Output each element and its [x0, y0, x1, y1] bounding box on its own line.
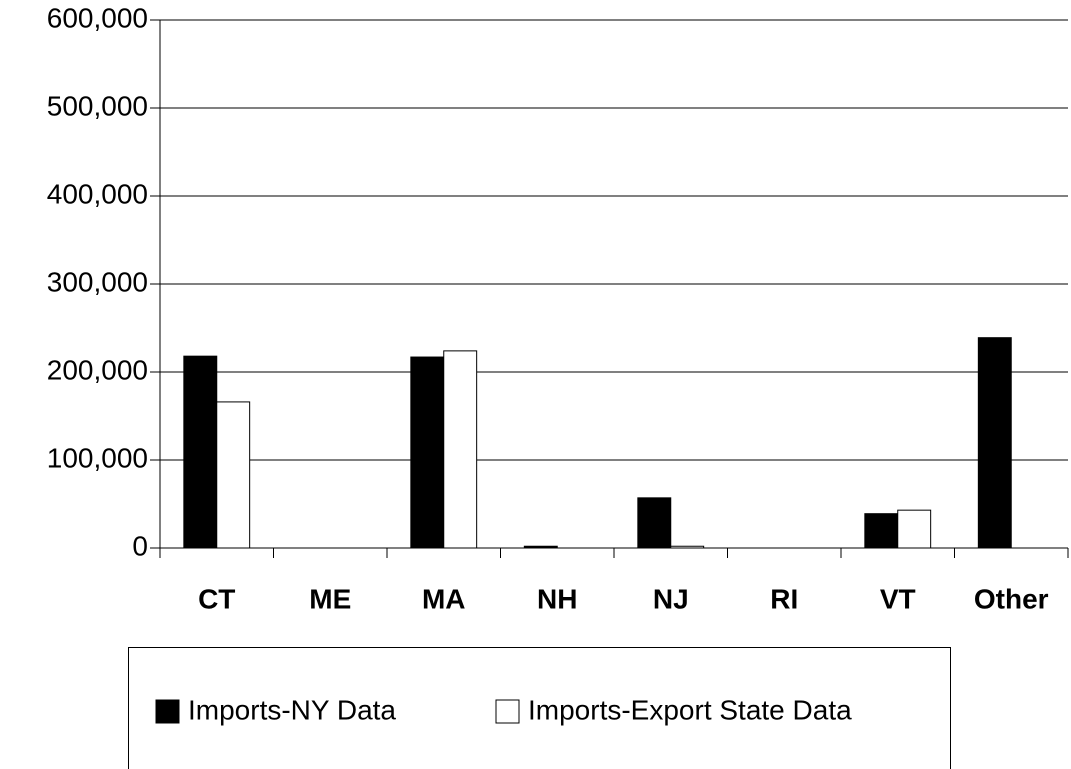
bar: [977, 337, 1012, 549]
x-tick-label: MA: [422, 583, 466, 614]
bar: [443, 350, 478, 549]
x-tick-label: CT: [198, 583, 235, 614]
bar: [670, 545, 705, 549]
bar: [897, 509, 932, 549]
bar: [216, 401, 251, 549]
y-tick-label: 300,000: [47, 266, 148, 297]
x-tick-label: VT: [880, 583, 916, 614]
bar: [864, 513, 899, 549]
x-tick-label: Other: [974, 583, 1049, 614]
y-tick-label: 100,000: [47, 442, 148, 473]
bar: [523, 545, 558, 549]
y-tick-label: 0: [132, 530, 148, 561]
x-tick-label: NJ: [653, 583, 689, 614]
bar: [410, 356, 445, 549]
y-tick-label: 200,000: [47, 354, 148, 385]
x-tick-label: RI: [770, 583, 798, 614]
legend-label: Imports-Export State Data: [528, 694, 852, 725]
x-tick-label: NH: [537, 583, 577, 614]
y-tick-label: 600,000: [47, 2, 148, 33]
bar: [637, 497, 672, 549]
legend-swatch: [155, 699, 180, 724]
legend-label: Imports-NY Data: [188, 694, 396, 725]
y-tick-label: 400,000: [47, 178, 148, 209]
bar: [183, 355, 218, 549]
x-tick-label: ME: [309, 583, 351, 614]
legend-swatch: [495, 699, 520, 724]
legend-box: [128, 647, 951, 769]
y-tick-label: 500,000: [47, 90, 148, 121]
